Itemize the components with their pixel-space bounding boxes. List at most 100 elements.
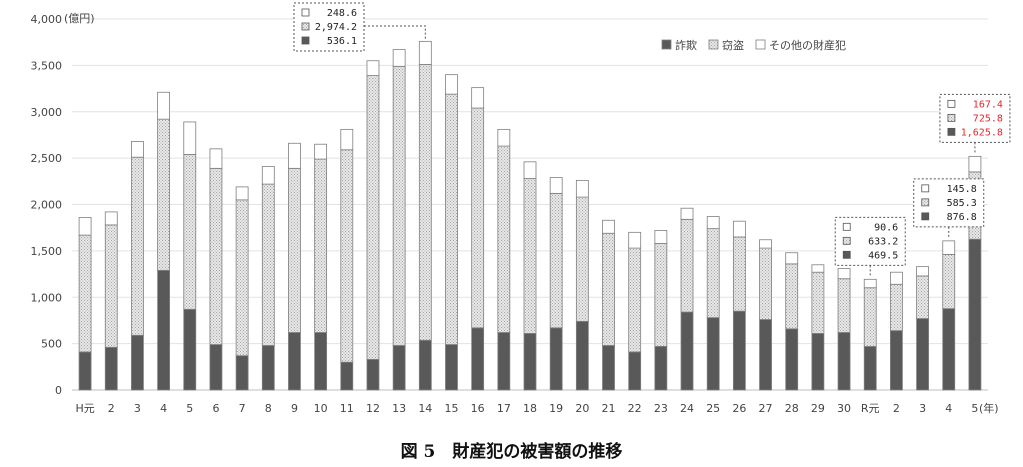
bar-segment-theft: [235, 199, 249, 357]
bar-segment-other: [811, 264, 825, 273]
y-tick-label: 2,500: [31, 152, 63, 165]
bar-segment-theft: [863, 287, 877, 347]
bar-segment-theft: [288, 167, 301, 333]
x-tick-label: 5: [971, 402, 978, 415]
annotations: 248.6 2,974.2 536.1 90.6 633.2 469.5 145.8 585.…: [293, 2, 1011, 278]
legend-label-fraud: 詐欺: [675, 38, 697, 52]
bar-segment-other: [968, 155, 982, 173]
y-axis-unit: (億円): [64, 12, 95, 25]
bar-segment-theft: [418, 64, 432, 341]
x-tick-label: 26: [732, 402, 746, 415]
bar-segment-theft: [209, 167, 223, 345]
legend-swatch-other: [755, 39, 766, 50]
bar-segment-other: [942, 240, 956, 255]
bar-segment-other: [654, 230, 668, 244]
bar-segment-theft: [523, 178, 537, 334]
bar-segment-theft: [942, 253, 956, 310]
bar-segment-fraud: [340, 361, 354, 391]
annotation-swatch-other: [842, 222, 851, 231]
y-tick-label: 3,000: [31, 106, 63, 119]
bar-segment-other: [78, 217, 92, 236]
bar-segment-theft: [811, 271, 825, 334]
x-tick-label: 27: [759, 402, 773, 415]
annotation-swatch-fraud: [301, 36, 310, 45]
bar-segment-other: [706, 216, 720, 230]
annotation-value: 90.6: [874, 222, 898, 233]
annotation-value: 725.8: [973, 113, 1003, 124]
bar-segment-other: [288, 142, 301, 169]
bar-segment-fraud: [392, 345, 406, 391]
bar-segment-fraud: [314, 332, 328, 391]
bar-segment-other: [785, 252, 799, 265]
bar-segment-fraud: [497, 332, 511, 391]
x-tick-label: 20: [575, 402, 589, 415]
x-tick-label: 8: [265, 402, 272, 415]
annotation-value: 145.8: [947, 184, 977, 195]
bar-segment-other: [340, 128, 354, 151]
x-tick-label: 2: [108, 402, 115, 415]
bar-segment-other: [523, 161, 537, 179]
bar-segment-fraud: [628, 351, 642, 391]
bar-segment-other: [131, 141, 144, 158]
bar-segment-theft: [340, 149, 354, 363]
x-tick-label: 9: [291, 402, 298, 415]
annotation-value: 167.4: [973, 99, 1003, 110]
bar-segment-theft: [445, 93, 458, 345]
bar-segment-other: [628, 231, 642, 249]
x-tick-label: 11: [340, 402, 354, 415]
bar-segment-theft: [706, 228, 720, 319]
bar-segment-other: [261, 166, 275, 185]
y-tick-label: 0: [55, 384, 62, 397]
annotation-value: 876.8: [947, 212, 977, 223]
bar-segment-fraud: [418, 339, 432, 391]
bar-segment-theft: [628, 247, 642, 353]
x-tick-label: 22: [628, 402, 642, 415]
bar-segment-fraud: [209, 344, 223, 391]
bar-segment-other: [209, 148, 223, 169]
bar-segment-theft: [654, 243, 668, 347]
y-tick-label: 4,000: [31, 13, 63, 26]
x-axis-unit: (年): [979, 401, 999, 415]
bar-segment-theft: [497, 145, 511, 333]
bar-segment-fraud: [366, 358, 380, 391]
bar-segment-other: [759, 239, 772, 249]
bar-segment-theft: [261, 183, 275, 346]
annotation-leader-line: [364, 25, 426, 40]
legend-swatch-theft: [708, 39, 719, 50]
bar-segment-fraud: [288, 332, 301, 391]
bar-segment-fraud: [942, 308, 956, 391]
bar-segment-other: [575, 179, 589, 198]
bar-segment-fraud: [602, 345, 615, 391]
bar-segment-other: [837, 268, 851, 280]
annotation-value: 585.3: [947, 198, 977, 209]
bar-segment-other: [445, 74, 458, 95]
x-tick-label: 29: [811, 402, 825, 415]
bar-segment-fraud: [235, 355, 249, 391]
x-tick-label: 4: [160, 402, 167, 415]
y-tick-label: 2,000: [31, 199, 63, 212]
bars: [78, 40, 982, 391]
x-tick-label: 23: [654, 402, 668, 415]
x-tick-label: 19: [549, 402, 563, 415]
bar-segment-other: [680, 207, 694, 220]
bar-segment-other: [916, 266, 929, 277]
bar-segment-other: [497, 128, 511, 147]
x-tick-label: 3: [134, 402, 141, 415]
bar-segment-fraud: [575, 320, 589, 391]
bar-segment-theft: [157, 118, 171, 271]
x-tick-label: 6: [212, 402, 219, 415]
bar-segment-theft: [131, 156, 144, 336]
annotation-value: 248.6: [327, 8, 357, 19]
x-tick-label: 4: [945, 402, 952, 415]
annotation-swatch-theft: [301, 22, 310, 31]
bar-segment-theft: [392, 65, 406, 346]
bar-segment-theft: [314, 158, 328, 333]
bar-segment-theft: [366, 75, 380, 360]
bar-segment-other: [314, 143, 328, 160]
x-tick-label: 24: [680, 402, 694, 415]
bar-segment-other: [392, 49, 406, 67]
x-tick-label: H元: [75, 402, 94, 415]
bar-segment-fraud: [811, 333, 825, 391]
bar-segment-other: [602, 219, 615, 234]
stacked-bar-chart: 05001,0001,5002,0002,5003,0003,5004,000 …: [31, 2, 1011, 415]
